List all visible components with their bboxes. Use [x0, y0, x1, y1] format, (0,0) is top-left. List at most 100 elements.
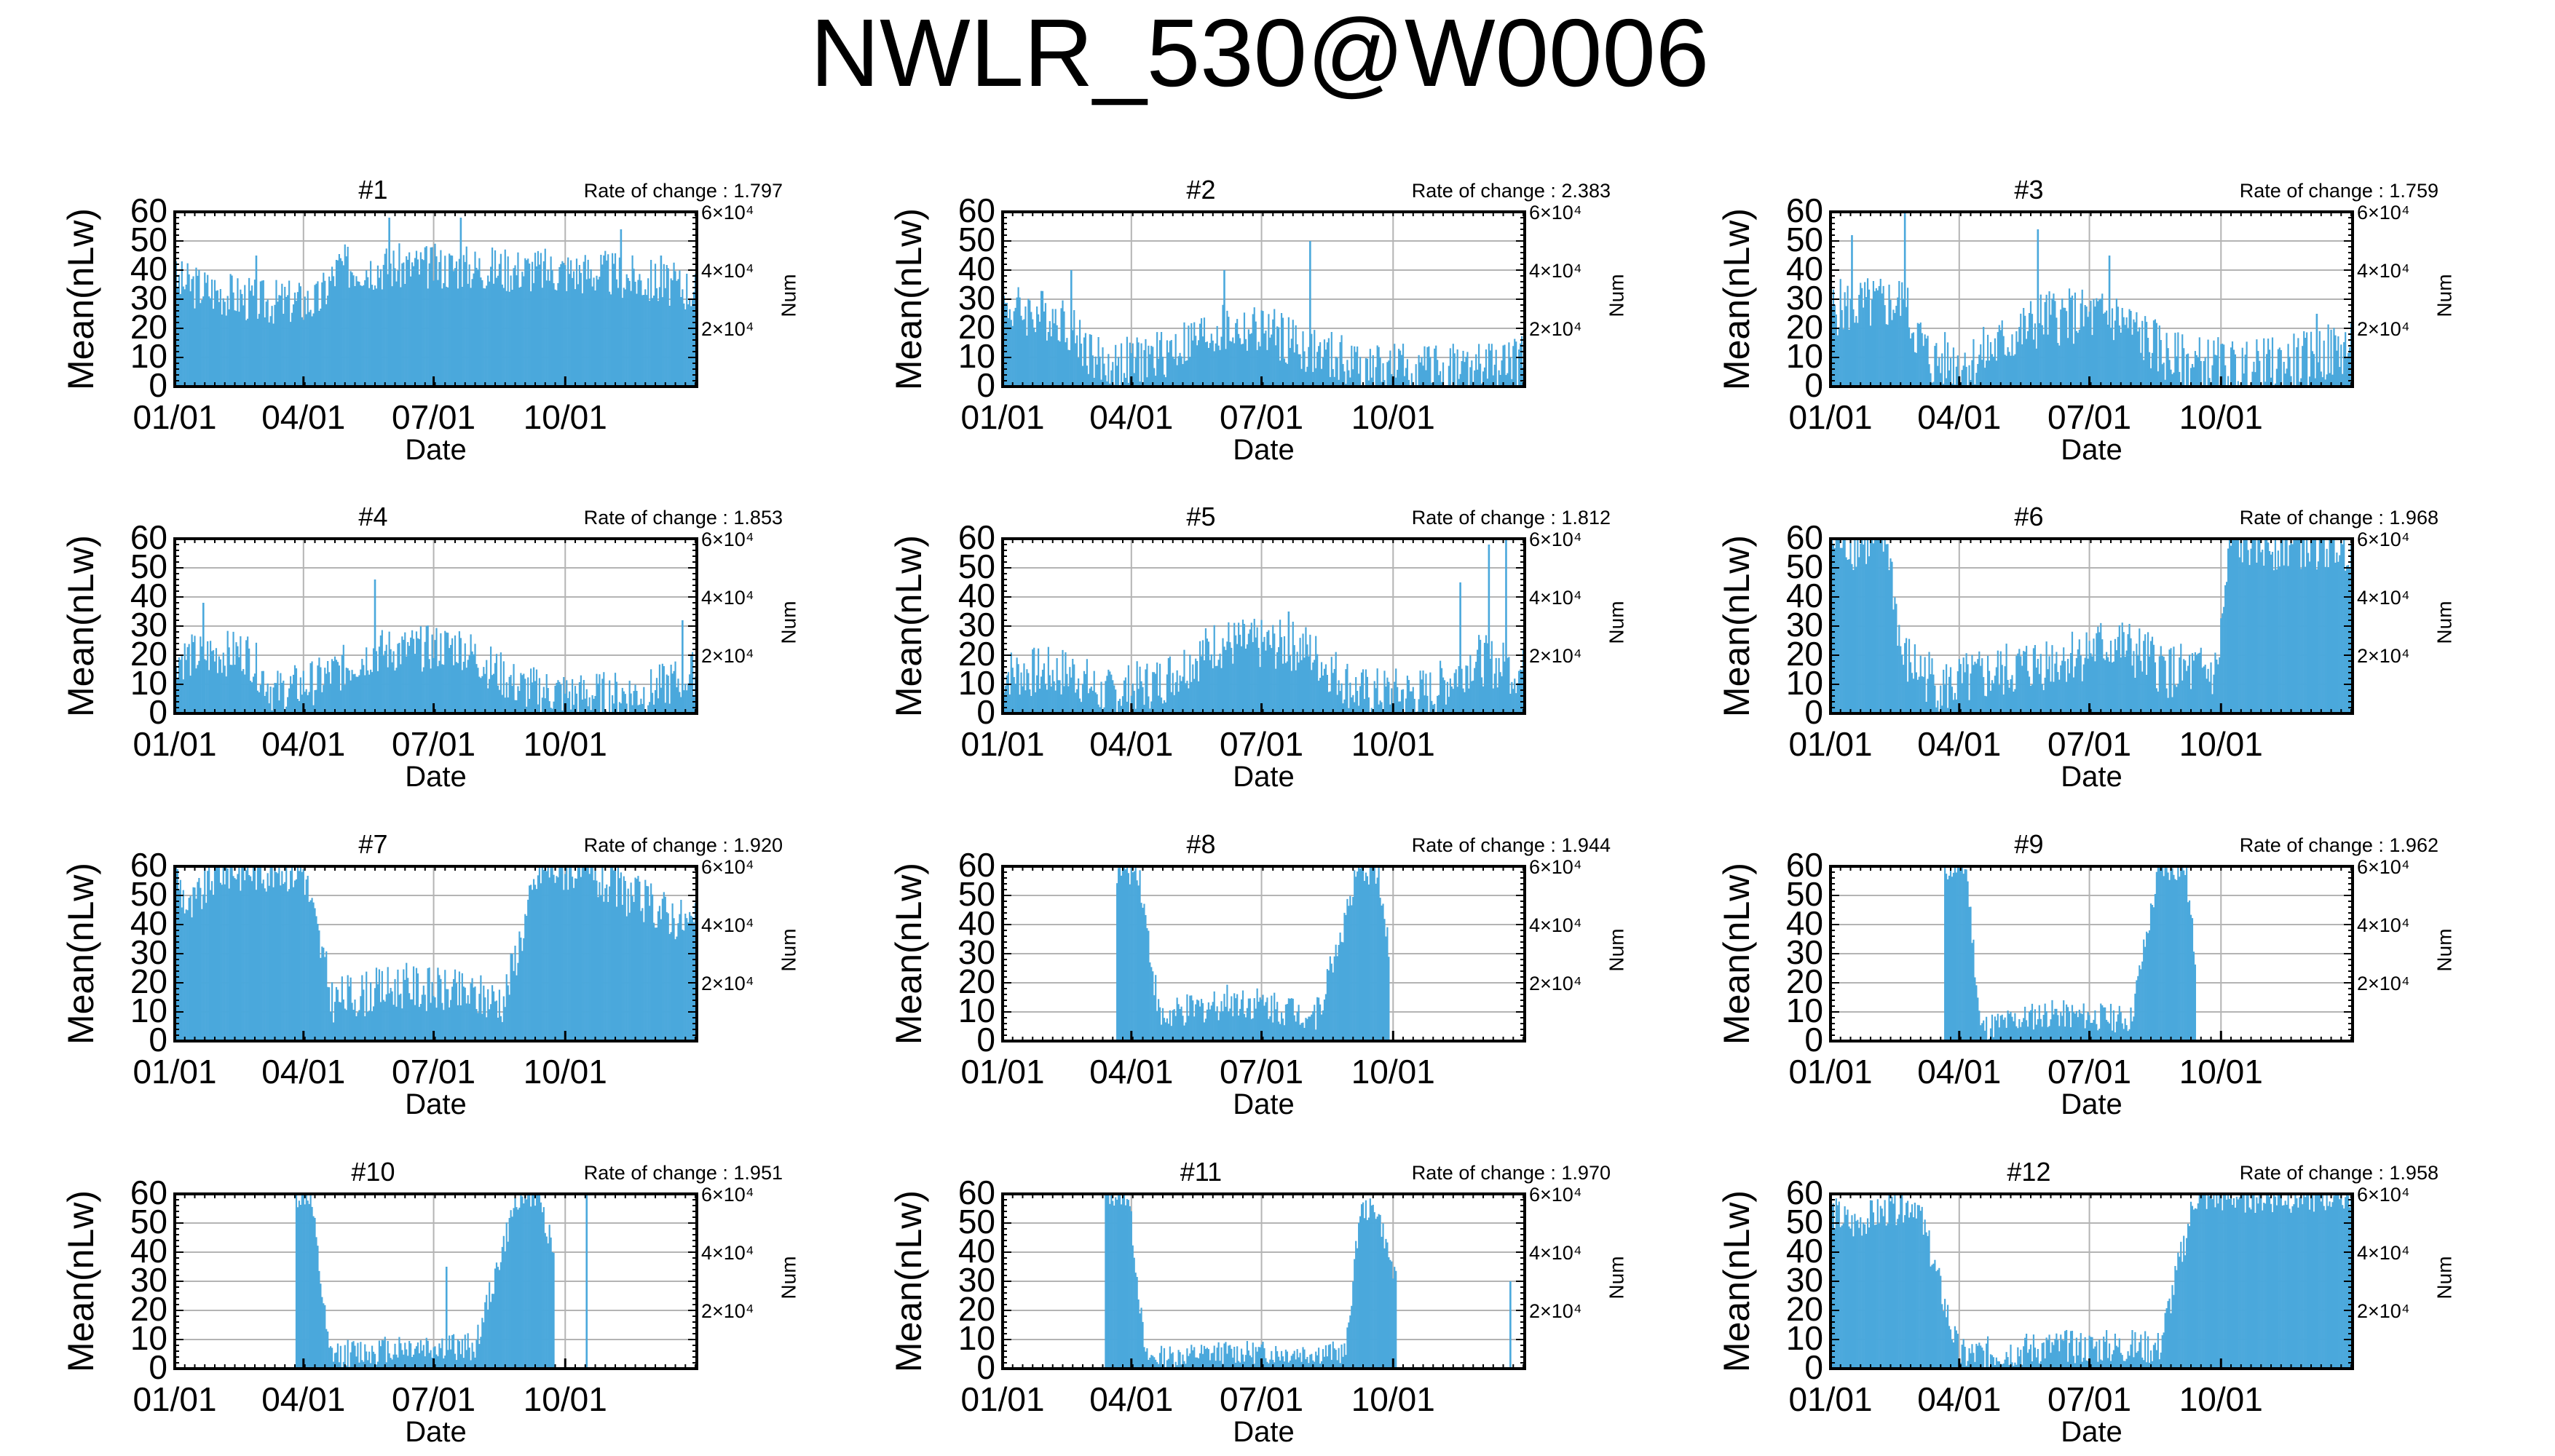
y2-tick-label: 6×10⁴: [2357, 856, 2409, 878]
y2-tick-label: 6×10⁴: [2357, 529, 2409, 550]
y-tick-label: 40: [958, 577, 995, 614]
x-tick-label: 04/01: [1089, 725, 1173, 763]
y-tick-label: 60: [130, 846, 167, 884]
panel-title: #7: [358, 829, 387, 859]
y2-tick-label: 4×10⁴: [1529, 914, 1581, 936]
x-tick-label: 10/01: [1351, 725, 1435, 763]
x-tick-label: 07/01: [2047, 1053, 2131, 1091]
y-tick-label: 0: [149, 1021, 167, 1059]
y-tick-label: 20: [958, 962, 995, 1000]
x-tick-label: 04/01: [261, 725, 345, 763]
y2-axis-label: Num: [2433, 601, 2455, 644]
x-axis-label: Date: [2061, 434, 2122, 466]
rate-of-change-label: Rate of change : 1.797: [584, 180, 783, 202]
x-tick-label: 04/01: [261, 398, 345, 436]
panel-title: #5: [1186, 502, 1215, 531]
y-tick-label: 20: [1786, 635, 1823, 673]
x-tick-label: 10/01: [524, 398, 607, 436]
y2-tick-label: 2×10⁴: [1529, 645, 1581, 667]
x-tick-label: 04/01: [1089, 1053, 1173, 1091]
x-tick-label: 10/01: [1351, 1053, 1435, 1091]
x-tick-label: 07/01: [1220, 398, 1303, 436]
y-axis-label: Mean(nLw): [888, 535, 929, 717]
rate-of-change-label: Rate of change : 1.812: [1412, 507, 1611, 529]
y-tick-label: 50: [130, 221, 167, 258]
y2-tick-label: 6×10⁴: [1529, 529, 1581, 550]
x-tick-label: 10/01: [2179, 1053, 2263, 1091]
figure-title: NWLR_530@W0006: [810, 0, 1710, 106]
x-axis-label: Date: [405, 761, 467, 793]
y-tick-label: 30: [958, 933, 995, 971]
y-tick-label: 50: [1786, 875, 1823, 913]
y2-axis-label: Num: [777, 601, 799, 644]
y-tick-label: 50: [1786, 221, 1823, 258]
y-tick-label: 10: [958, 664, 995, 702]
y2-tick-label: 4×10⁴: [2357, 914, 2409, 936]
x-tick-label: 01/01: [133, 398, 216, 436]
y-tick-label: 40: [958, 904, 995, 942]
y-tick-label: 10: [130, 664, 167, 702]
y-tick-label: 0: [976, 366, 995, 404]
x-tick-label: 10/01: [1351, 398, 1435, 436]
rate-of-change-label: Rate of change : 1.920: [584, 834, 783, 856]
panel-title: #9: [2014, 829, 2043, 859]
y-axis-label: Mean(nLw): [60, 863, 101, 1045]
y-tick-label: 50: [130, 547, 167, 585]
x-tick-label: 07/01: [1220, 1053, 1303, 1091]
y-tick-label: 20: [1786, 308, 1823, 346]
y-tick-label: 20: [130, 635, 167, 673]
y-tick-label: 10: [958, 992, 995, 1029]
y-tick-label: 60: [130, 191, 167, 229]
y-tick-label: 0: [149, 366, 167, 404]
y-tick-label: 30: [130, 279, 167, 317]
y2-axis-label: Num: [2433, 928, 2455, 971]
y-tick-label: 0: [976, 693, 995, 731]
y-axis-label: Mean(nLw): [60, 535, 101, 717]
y2-tick-label: 4×10⁴: [1529, 587, 1581, 609]
y2-tick-label: 2×10⁴: [1529, 318, 1581, 340]
rate-of-change-label: Rate of change : 1.962: [2240, 834, 2438, 856]
panel-title: #1: [358, 175, 387, 205]
y2-tick-label: 6×10⁴: [701, 202, 754, 223]
y2-tick-label: 2×10⁴: [2357, 318, 2409, 340]
y-tick-label: 10: [130, 337, 167, 375]
y-tick-label: 60: [1786, 518, 1823, 556]
y-tick-label: 30: [958, 606, 995, 644]
rate-of-change-label: Rate of change : 1.944: [1412, 834, 1611, 856]
y-tick-label: 10: [1786, 992, 1823, 1029]
x-axis-label: Date: [2061, 761, 2122, 793]
y-tick-label: 40: [1786, 250, 1823, 288]
y-tick-label: 50: [1786, 547, 1823, 585]
y2-axis-label: Num: [1605, 274, 1627, 317]
y-tick-label: 60: [958, 518, 995, 556]
y-axis-label: Mean(nLw): [60, 208, 101, 390]
x-tick-label: 07/01: [2047, 398, 2131, 436]
x-tick-label: 04/01: [261, 1053, 345, 1091]
y2-tick-label: 4×10⁴: [701, 587, 754, 609]
panel-title: #3: [2014, 175, 2043, 205]
x-tick-label: 01/01: [960, 398, 1044, 436]
rate-of-change-label: Rate of change : 1.853: [584, 507, 783, 529]
y-tick-label: 30: [130, 933, 167, 971]
x-axis-label: Date: [405, 434, 467, 466]
y-tick-label: 50: [958, 547, 995, 585]
y2-tick-label: 2×10⁴: [701, 973, 754, 994]
y2-tick-label: 2×10⁴: [1529, 973, 1581, 994]
y-tick-label: 60: [130, 518, 167, 556]
x-tick-label: 07/01: [392, 1053, 475, 1091]
data-series-mean: [1944, 866, 2197, 1041]
y-tick-label: 0: [149, 693, 167, 731]
y2-axis-label: Num: [777, 274, 799, 317]
x-tick-label: 10/01: [524, 725, 607, 763]
y-tick-label: 20: [130, 308, 167, 346]
x-axis-label: Date: [1233, 761, 1295, 793]
x-tick-label: 07/01: [2047, 725, 2131, 763]
data-series-mean: [1001, 539, 1525, 713]
x-tick-label: 10/01: [524, 1053, 607, 1091]
y-tick-label: 40: [130, 250, 167, 288]
